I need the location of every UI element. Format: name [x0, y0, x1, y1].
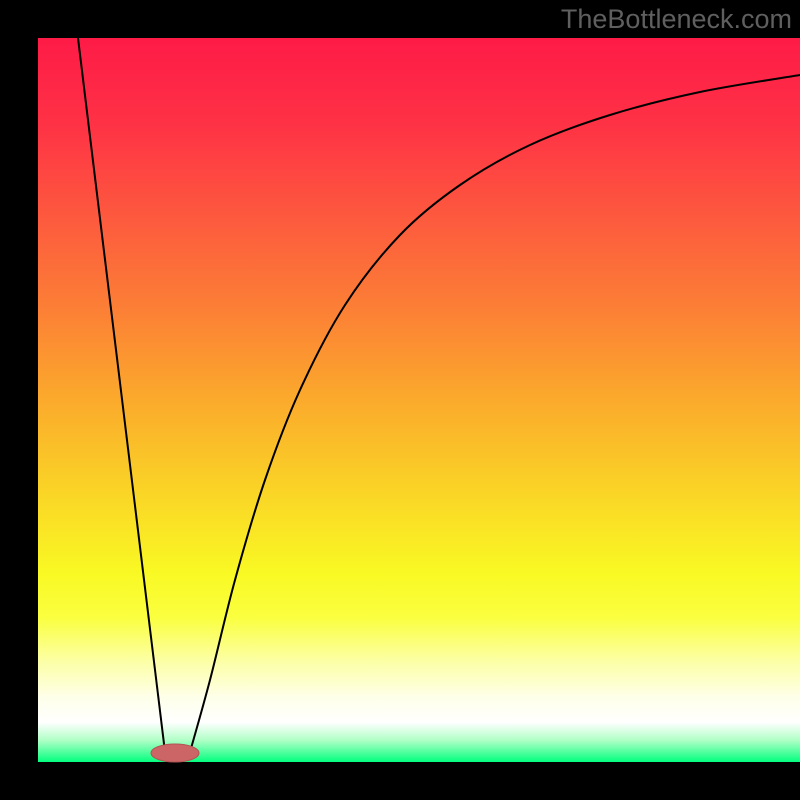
bottleneck-chart — [0, 0, 800, 800]
minimum-marker — [151, 744, 199, 762]
watermark-text: TheBottleneck.com — [561, 4, 792, 35]
chart-container: TheBottleneck.com — [0, 0, 800, 800]
